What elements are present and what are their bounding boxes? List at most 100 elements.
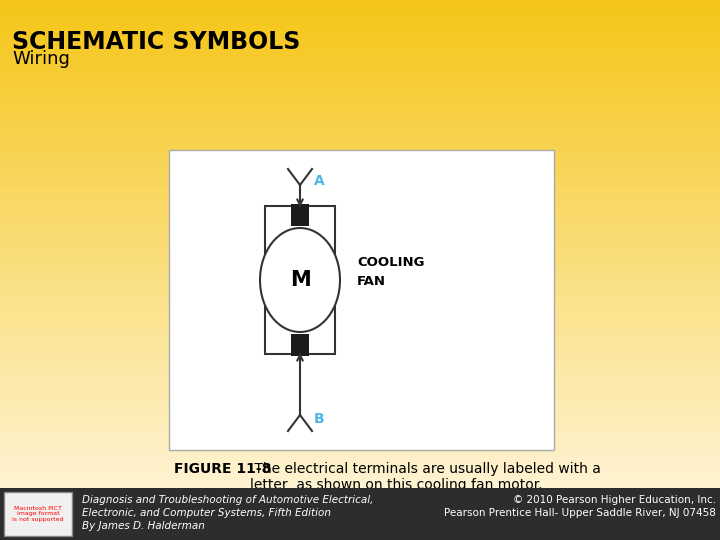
Bar	[0, 388, 720, 394]
Bar	[0, 372, 720, 378]
Bar	[0, 58, 720, 65]
Bar	[0, 215, 720, 221]
Bar	[0, 339, 720, 346]
Bar	[0, 31, 720, 38]
Text: By James D. Halderman: By James D. Halderman	[82, 521, 205, 531]
Bar	[0, 69, 720, 76]
Bar	[0, 0, 720, 5]
Bar	[0, 96, 720, 103]
Bar	[0, 21, 720, 27]
Bar	[0, 150, 720, 157]
Bar	[0, 453, 720, 459]
Bar	[0, 488, 720, 540]
Text: Electronic, and Computer Systems, Fifth Edition: Electronic, and Computer Systems, Fifth …	[82, 508, 331, 518]
Bar	[0, 345, 720, 351]
Bar	[0, 204, 720, 211]
Bar	[0, 301, 720, 308]
Bar	[0, 507, 720, 513]
Bar	[0, 172, 720, 178]
Text: Wiring: Wiring	[12, 50, 70, 68]
Bar	[0, 53, 720, 59]
Ellipse shape	[260, 228, 340, 332]
Bar	[0, 312, 720, 319]
Bar	[0, 269, 720, 275]
Bar	[0, 382, 720, 389]
Bar	[0, 458, 720, 464]
Bar	[0, 242, 720, 248]
Bar	[0, 231, 720, 238]
Bar	[0, 534, 720, 540]
Bar	[0, 15, 720, 22]
Bar	[0, 463, 720, 470]
Bar	[0, 264, 720, 270]
Bar	[0, 501, 720, 508]
Bar	[0, 64, 720, 70]
Bar	[4, 492, 72, 536]
Bar	[0, 307, 720, 313]
Bar	[0, 426, 720, 432]
Bar	[0, 490, 720, 497]
Bar	[0, 237, 720, 243]
Bar	[0, 37, 720, 43]
Bar	[0, 193, 720, 200]
Bar	[0, 4, 720, 11]
Bar	[0, 145, 720, 151]
Bar	[0, 517, 720, 524]
Bar	[0, 10, 720, 16]
Bar	[0, 528, 720, 535]
Bar	[0, 220, 720, 227]
Bar	[0, 334, 720, 340]
Bar	[0, 112, 720, 119]
Bar	[0, 415, 720, 421]
Bar	[0, 420, 720, 427]
Bar	[0, 291, 720, 297]
Bar	[0, 328, 720, 335]
Bar	[0, 355, 720, 362]
Bar	[0, 139, 720, 146]
Bar	[0, 42, 720, 49]
Bar	[0, 431, 720, 437]
Bar	[0, 296, 720, 302]
Bar	[0, 480, 720, 486]
Bar	[0, 436, 720, 443]
Text: © 2010 Pearson Higher Education, Inc.: © 2010 Pearson Higher Education, Inc.	[513, 495, 716, 505]
Bar	[0, 318, 720, 324]
Bar	[0, 247, 720, 254]
Bar	[0, 512, 720, 518]
Bar	[0, 399, 720, 405]
Bar	[291, 204, 309, 226]
Bar	[0, 80, 720, 86]
Bar	[0, 258, 720, 265]
Text: The electrical terminals are usually labeled with a
letter, as shown on this coo: The electrical terminals are usually lab…	[250, 462, 601, 492]
Bar	[0, 350, 720, 356]
Bar	[0, 166, 720, 173]
Bar	[0, 188, 720, 194]
Bar	[0, 361, 720, 367]
Bar	[0, 48, 720, 54]
Bar	[0, 156, 720, 162]
Bar	[0, 253, 720, 259]
Bar	[0, 274, 720, 281]
Bar	[0, 485, 720, 491]
Bar	[0, 183, 720, 189]
Bar	[291, 334, 309, 356]
Bar	[0, 161, 720, 167]
Text: Pearson Prentice Hall- Upper Saddle River, NJ 07458: Pearson Prentice Hall- Upper Saddle Rive…	[444, 508, 716, 518]
Bar	[0, 323, 720, 329]
Bar	[0, 474, 720, 481]
Text: A: A	[314, 174, 325, 188]
Text: SCHEMATIC SYMBOLS: SCHEMATIC SYMBOLS	[12, 30, 300, 54]
Text: B: B	[314, 412, 325, 426]
Bar	[265, 206, 335, 354]
Bar	[0, 85, 720, 92]
Text: Macintosh PICT
image format
is not supported: Macintosh PICT image format is not suppo…	[12, 505, 64, 522]
Bar	[0, 102, 720, 108]
Bar	[0, 129, 720, 135]
Text: FIGURE 11-8: FIGURE 11-8	[174, 462, 271, 476]
Bar	[0, 442, 720, 448]
Bar	[0, 523, 720, 529]
Bar	[0, 366, 720, 373]
Bar	[0, 377, 720, 383]
Bar	[0, 469, 720, 475]
Bar	[0, 75, 720, 81]
